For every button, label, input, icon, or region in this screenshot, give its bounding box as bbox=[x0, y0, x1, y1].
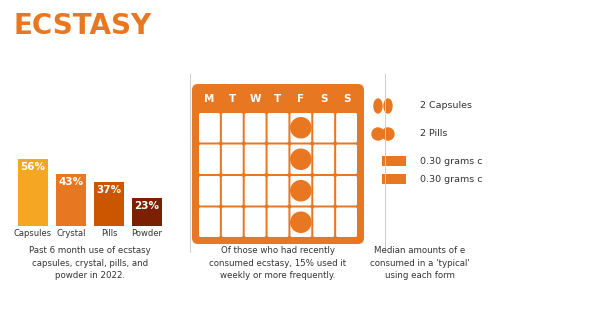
Circle shape bbox=[382, 128, 394, 140]
Text: T: T bbox=[275, 94, 282, 104]
Text: Capsules: Capsules bbox=[14, 229, 52, 238]
FancyBboxPatch shape bbox=[291, 113, 311, 143]
Circle shape bbox=[291, 118, 311, 138]
Circle shape bbox=[291, 149, 311, 169]
Text: Pills: Pills bbox=[101, 229, 117, 238]
Bar bbox=[372, 174, 406, 184]
FancyBboxPatch shape bbox=[222, 207, 243, 237]
Text: 23%: 23% bbox=[135, 201, 160, 211]
Text: Median amounts of e
consumed in a 'typical'
using each form: Median amounts of e consumed in a 'typic… bbox=[370, 246, 470, 280]
FancyBboxPatch shape bbox=[199, 207, 220, 237]
Text: S: S bbox=[343, 94, 350, 104]
Text: 43%: 43% bbox=[59, 177, 84, 187]
Circle shape bbox=[291, 181, 311, 201]
Text: T: T bbox=[229, 94, 236, 104]
Text: S: S bbox=[320, 94, 327, 104]
FancyBboxPatch shape bbox=[313, 113, 334, 143]
FancyBboxPatch shape bbox=[245, 145, 266, 174]
FancyBboxPatch shape bbox=[291, 207, 311, 237]
FancyBboxPatch shape bbox=[222, 145, 243, 174]
FancyBboxPatch shape bbox=[313, 145, 334, 174]
FancyBboxPatch shape bbox=[222, 113, 243, 143]
FancyBboxPatch shape bbox=[336, 145, 357, 174]
FancyBboxPatch shape bbox=[199, 113, 220, 143]
Ellipse shape bbox=[384, 99, 392, 113]
FancyBboxPatch shape bbox=[245, 113, 266, 143]
Ellipse shape bbox=[374, 99, 382, 113]
FancyBboxPatch shape bbox=[336, 176, 357, 205]
Text: F: F bbox=[297, 94, 304, 104]
FancyBboxPatch shape bbox=[336, 113, 357, 143]
Text: 2 Capsules: 2 Capsules bbox=[420, 102, 472, 111]
FancyBboxPatch shape bbox=[267, 113, 288, 143]
Text: 2 Pills: 2 Pills bbox=[420, 130, 447, 139]
Text: ECSTASY: ECSTASY bbox=[14, 12, 152, 40]
Text: 0.30 grams c: 0.30 grams c bbox=[420, 174, 483, 183]
FancyBboxPatch shape bbox=[199, 145, 220, 174]
Bar bbox=[372, 156, 382, 166]
Text: 0.30 grams c: 0.30 grams c bbox=[420, 157, 483, 166]
Bar bbox=[56, 174, 86, 226]
Bar bbox=[372, 156, 406, 166]
FancyBboxPatch shape bbox=[267, 145, 288, 174]
Bar bbox=[94, 182, 124, 226]
Circle shape bbox=[372, 128, 384, 140]
Text: W: W bbox=[250, 94, 261, 104]
Bar bbox=[372, 174, 382, 184]
FancyBboxPatch shape bbox=[245, 176, 266, 205]
Text: Past 6 month use of ecstasy
capsules, crystal, pills, and
powder in 2022.: Past 6 month use of ecstasy capsules, cr… bbox=[29, 246, 151, 280]
FancyBboxPatch shape bbox=[291, 176, 311, 205]
FancyBboxPatch shape bbox=[199, 176, 220, 205]
Bar bbox=[18, 159, 48, 226]
Text: Powder: Powder bbox=[132, 229, 162, 238]
FancyBboxPatch shape bbox=[336, 207, 357, 237]
FancyBboxPatch shape bbox=[245, 207, 266, 237]
Text: 56%: 56% bbox=[21, 162, 46, 172]
FancyBboxPatch shape bbox=[192, 84, 364, 244]
FancyBboxPatch shape bbox=[313, 207, 334, 237]
FancyBboxPatch shape bbox=[291, 145, 311, 174]
Text: M: M bbox=[204, 94, 215, 104]
Text: Of those who had recently
consumed ecstasy, 15% used it
weekly or more frequentl: Of those who had recently consumed ecsta… bbox=[209, 246, 346, 280]
FancyBboxPatch shape bbox=[267, 176, 288, 205]
Circle shape bbox=[291, 212, 311, 232]
FancyBboxPatch shape bbox=[222, 176, 243, 205]
Text: 37%: 37% bbox=[97, 185, 122, 195]
Bar bbox=[132, 198, 162, 226]
FancyBboxPatch shape bbox=[267, 207, 288, 237]
Text: Crystal: Crystal bbox=[56, 229, 86, 238]
FancyBboxPatch shape bbox=[313, 176, 334, 205]
